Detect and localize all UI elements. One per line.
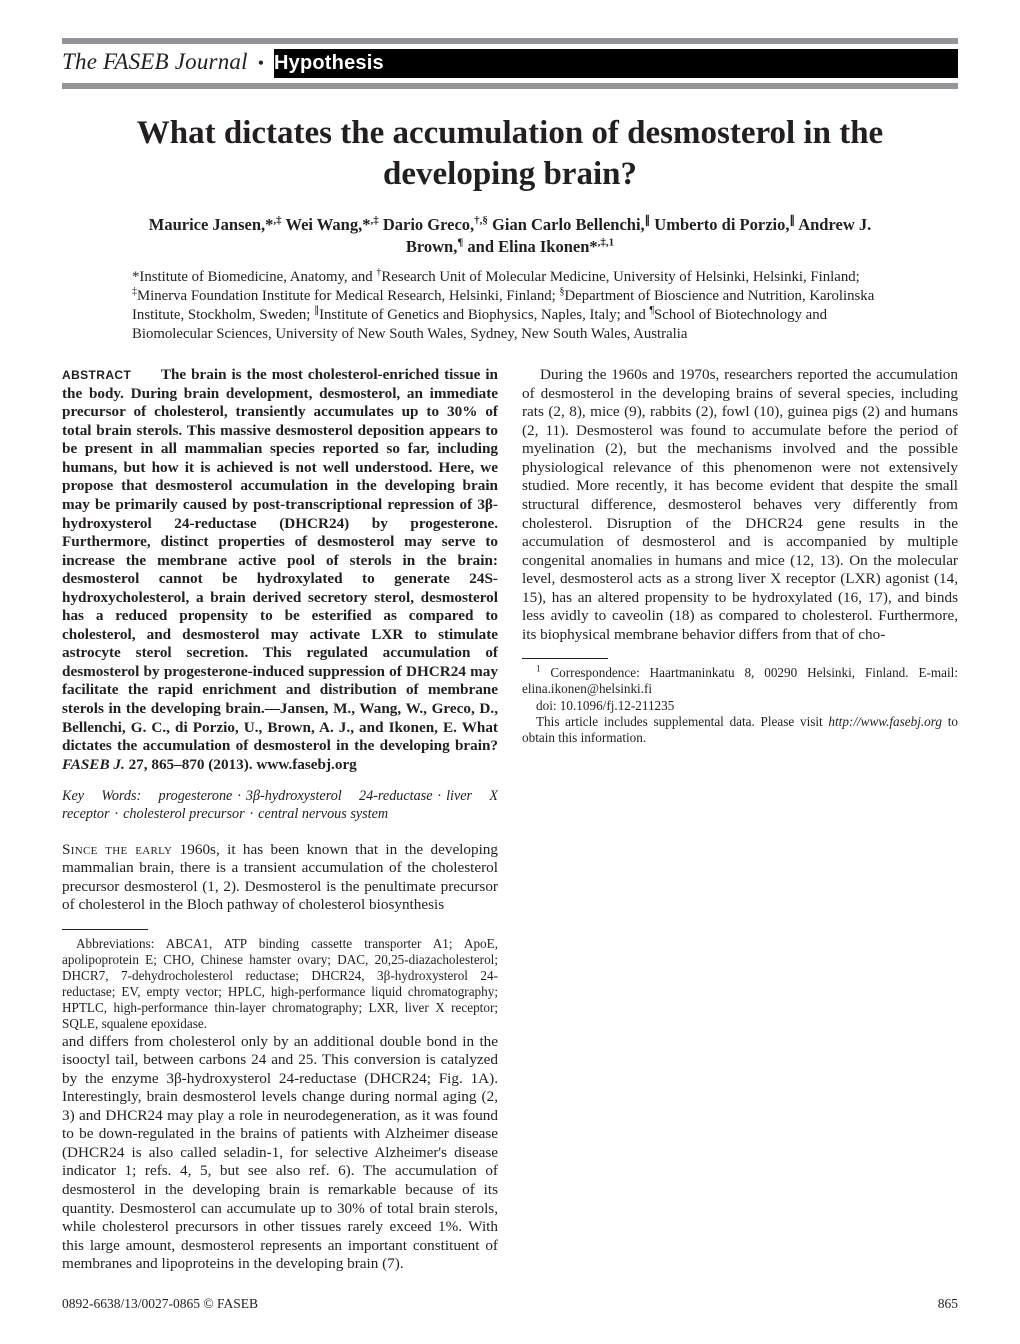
keyword: progesterone [159, 788, 233, 804]
abstract-citation-journal: FASEB J. [62, 756, 125, 773]
abstract-citation-rest: 27, 865–870 (2013). www.fasebj.org [125, 756, 357, 773]
footnote-rule [522, 658, 608, 659]
text-columns: ABSTRACT The brain is the most cholester… [62, 366, 958, 1274]
abstract: ABSTRACT The brain is the most cholester… [62, 366, 498, 774]
footer-left: 0892-6638/13/0027-0865 © FASEB [62, 1296, 258, 1312]
keyword: cholesterol precursor [123, 806, 245, 822]
abstract-text: The brain is the most cholesterol-enrich… [62, 366, 498, 754]
doi-footnote: doi: 10.1096/fj.12-211235 [522, 698, 958, 714]
keywords: Key Words: progesterone·3β-hydroxysterol… [62, 788, 498, 823]
page-number: 865 [938, 1296, 958, 1312]
page: The FASEB Journal • Hypothesis What dict… [0, 0, 1020, 1339]
supplemental-footnote: This article includes supplemental data.… [522, 714, 958, 746]
footnote-rule [62, 929, 148, 930]
journal-title: The FASEB Journal [62, 48, 248, 76]
header: The FASEB Journal • Hypothesis [62, 38, 958, 89]
body-paragraph: During the 1960s and 1970s, researchers … [522, 366, 958, 644]
article-title: What dictates the accumulation of desmos… [92, 113, 928, 194]
body-paragraph: and differs from cholesterol only by an … [62, 1033, 498, 1274]
author-list: Maurice Jansen,*,‡ Wei Wang,*,‡ Dario Gr… [132, 214, 888, 259]
supp-text-a: This article includes supplemental data.… [536, 714, 828, 729]
lead-smallcaps: Since the early [62, 841, 172, 858]
page-footer: 0892-6638/13/0027-0865 © FASEB 865 [62, 1292, 958, 1312]
supp-link: http://www.fasebj.org [828, 714, 942, 729]
abstract-label: ABSTRACT [62, 368, 131, 382]
footnote-block-left: Abbreviations: ABCA1, ATP binding casset… [62, 929, 498, 1033]
keywords-label: Key Words: [62, 788, 141, 804]
footnote-block-right: 1 Correspondence: Haartmaninkatu 8, 0029… [522, 658, 958, 745]
correspondence-text: Correspondence: Haartmaninkatu 8, 00290 … [522, 665, 958, 696]
affiliations: *Institute of Biomedicine, Anatomy, and … [132, 268, 888, 344]
article-type: Hypothesis [274, 49, 958, 78]
correspondence-footnote: 1 Correspondence: Haartmaninkatu 8, 0029… [522, 665, 958, 697]
keyword: central nervous system [258, 806, 388, 822]
journal-bar: The FASEB Journal • Hypothesis [62, 44, 958, 81]
keyword: 3β-hydroxysterol 24-reductase [246, 788, 433, 804]
body-paragraph: Since the early 1960s, it has been known… [62, 841, 498, 915]
bullet-icon: • [258, 53, 264, 75]
abbreviations-footnote: Abbreviations: ABCA1, ATP binding casset… [62, 936, 498, 1033]
header-rule-bottom [62, 83, 958, 89]
